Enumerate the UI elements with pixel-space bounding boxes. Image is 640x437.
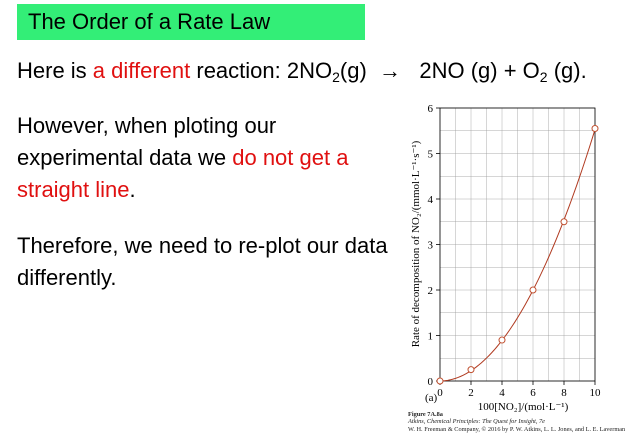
paragraph-1-text: However, when ploting our experimental d… (17, 113, 277, 170)
caption-number: Figure 7A.8a (408, 411, 443, 418)
y-tick-label: 6 (428, 103, 434, 115)
rate-chart: 0 2 4 6 8 10 0 1 2 3 4 5 6 100[NO₂]/(mol·L⁻¹) Rate … (410, 103, 601, 413)
reaction-text-mid: reaction: 2NO (190, 58, 333, 83)
fit-curve (439, 129, 596, 382)
y-tick-label: 1 (428, 331, 434, 343)
reaction-line: Here is a different reaction: 2NO2(g) → … (17, 58, 587, 85)
figure-caption: Figure 7A.8a Atkins, Chemical Principles… (408, 411, 636, 433)
y-tick-label: 3 (428, 240, 434, 252)
y-tick-label: 2 (428, 285, 434, 297)
data-points (436, 124, 599, 385)
y-tick-label: 4 (428, 194, 434, 206)
caption-book: Atkins, Chemical Principles: The Quest f… (408, 418, 545, 426)
x-tick-label: 10 (590, 387, 602, 399)
paragraph-1-highlight: do not get a straight line (17, 145, 349, 202)
data-point (591, 124, 599, 132)
reaction-subscript-2: 2 (539, 69, 548, 85)
y-tick-label: 0 (428, 376, 434, 388)
data-point (560, 218, 568, 226)
x-tick-label: 6 (530, 387, 536, 399)
reaction-highlight: a different (92, 58, 191, 83)
reaction-state-2: (g). (547, 58, 587, 83)
chart-grid (439, 107, 596, 382)
caption-credit: W. H. Freeman & Company, © 2016 by P. W.… (408, 425, 626, 433)
data-point (498, 336, 506, 344)
y-tick-label: 5 (428, 149, 434, 161)
x-tick-label: 0 (437, 387, 443, 399)
x-axis-label: 100[NO₂]/(mol·L⁻¹) (478, 401, 569, 413)
y-tick-labels: 0 1 2 3 4 5 6 (428, 103, 440, 388)
paragraph-1: However, when ploting our experimental d… (17, 110, 397, 206)
data-point (467, 366, 475, 374)
panel-label: (a) (425, 392, 438, 404)
reaction-arrow: → (379, 58, 402, 83)
reaction-products: 2NO (g) + O (419, 58, 540, 83)
reaction-text-pre: Here is (17, 58, 93, 83)
data-point (529, 286, 537, 294)
x-tick-labels: 0 2 4 6 8 10 (437, 381, 601, 399)
reaction-subscript-1: 2 (332, 69, 340, 85)
y-axis-label: Rate of decomposition of NO₂/(mmol·L⁻¹·s… (410, 140, 422, 347)
data-point (436, 377, 444, 385)
x-tick-label: 4 (499, 387, 505, 399)
reaction-state-1: (g) (339, 58, 367, 83)
paragraph-1-period: . (129, 177, 136, 202)
x-tick-label: 2 (468, 387, 474, 399)
paragraph-2: Therefore, we need to re-plot our data d… (17, 233, 388, 290)
slide-title: The Order of a Rate Law (17, 4, 365, 40)
x-tick-label: 8 (561, 387, 567, 399)
